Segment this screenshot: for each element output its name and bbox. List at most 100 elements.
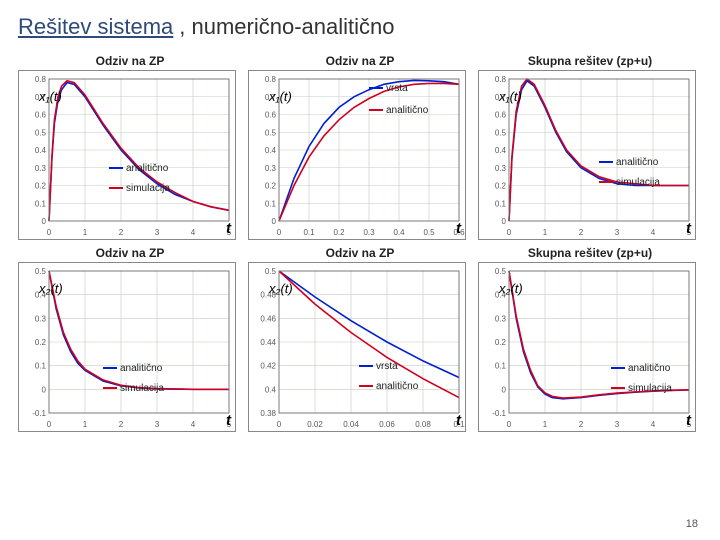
svg-text:1: 1 <box>83 420 88 429</box>
svg-text:3: 3 <box>615 228 620 237</box>
x-axis-label: t <box>686 220 691 237</box>
svg-text:0: 0 <box>507 420 512 429</box>
title-rest: , numerično-analitično <box>179 14 394 40</box>
y-axis-label: x₁(t) <box>269 89 292 104</box>
svg-text:-0.1: -0.1 <box>32 409 46 418</box>
legend-label: simulacija <box>126 183 170 194</box>
svg-text:0.6: 0.6 <box>35 111 47 120</box>
legend-item: analitično <box>359 381 418 392</box>
svg-text:2: 2 <box>119 228 124 237</box>
legend-swatch <box>109 167 123 169</box>
svg-text:0: 0 <box>507 228 512 237</box>
legend-label: analitično <box>628 363 670 374</box>
chart: 00.10.20.30.40.50.600.10.20.30.40.50.60.… <box>248 70 466 240</box>
svg-text:0.06: 0.06 <box>379 420 395 429</box>
svg-text:0.2: 0.2 <box>35 338 47 347</box>
svg-text:0.5: 0.5 <box>265 267 277 276</box>
x-axis-label: t <box>226 412 231 429</box>
legend-item: simulacija <box>611 383 672 394</box>
legend-item: analitično <box>103 363 162 374</box>
panel-title: Odziv na ZP <box>18 246 242 260</box>
chart-panel: Odziv na ZP00.10.20.30.40.50.600.10.20.3… <box>248 54 472 240</box>
legend-label: simulacija <box>616 177 660 188</box>
legend-label: analitično <box>126 163 168 174</box>
legend-item: vrsta <box>359 361 398 372</box>
legend-item: analitično <box>369 105 428 116</box>
y-axis-label: x₂(t) <box>39 281 63 296</box>
svg-text:0.5: 0.5 <box>495 128 507 137</box>
legend-item: vrsta <box>369 83 408 94</box>
panel-grid: Odziv na ZP01234500.10.20.30.40.50.60.70… <box>18 54 702 432</box>
svg-text:0: 0 <box>272 217 277 226</box>
page-number: 18 <box>686 518 698 530</box>
svg-text:0.1: 0.1 <box>265 199 277 208</box>
svg-text:0.2: 0.2 <box>265 182 277 191</box>
legend-swatch <box>369 109 383 111</box>
svg-text:4: 4 <box>191 228 196 237</box>
legend-swatch <box>611 387 625 389</box>
panel-title: Skupna rešitev (zp+u) <box>478 54 702 68</box>
svg-text:0.38: 0.38 <box>260 409 276 418</box>
legend-swatch <box>359 385 373 387</box>
panel-title: Odziv na ZP <box>18 54 242 68</box>
chart-panel: Skupna rešitev (zp+u)012345-0.100.10.20.… <box>478 246 702 432</box>
svg-text:0.5: 0.5 <box>35 128 47 137</box>
svg-text:0.44: 0.44 <box>260 338 276 347</box>
svg-text:0: 0 <box>277 228 282 237</box>
svg-text:0: 0 <box>42 385 47 394</box>
chart-panel: Odziv na ZP012345-0.100.10.20.30.40.5x₂(… <box>18 246 242 432</box>
svg-text:0.04: 0.04 <box>343 420 359 429</box>
svg-text:3: 3 <box>615 420 620 429</box>
svg-text:0.1: 0.1 <box>35 362 47 371</box>
svg-text:0: 0 <box>47 228 52 237</box>
svg-text:0.4: 0.4 <box>495 146 507 155</box>
chart: 012345-0.100.10.20.30.40.5x₂(t)tanalitič… <box>478 262 696 432</box>
svg-text:0.4: 0.4 <box>265 146 277 155</box>
svg-text:0.3: 0.3 <box>35 164 47 173</box>
chart: 012345-0.100.10.20.30.40.5x₂(t)tanalitič… <box>18 262 236 432</box>
panel-title: Odziv na ZP <box>248 246 472 260</box>
svg-text:1: 1 <box>543 420 548 429</box>
legend-swatch <box>103 367 117 369</box>
svg-text:4: 4 <box>651 420 656 429</box>
svg-text:0.08: 0.08 <box>415 420 431 429</box>
legend-label: analitično <box>376 381 418 392</box>
svg-text:0.2: 0.2 <box>495 182 507 191</box>
svg-text:0.1: 0.1 <box>495 199 507 208</box>
legend-label: vrsta <box>386 83 408 94</box>
panel-title: Odziv na ZP <box>248 54 472 68</box>
legend-item: analitično <box>599 157 658 168</box>
svg-text:0.2: 0.2 <box>35 182 47 191</box>
legend-label: analitično <box>120 363 162 374</box>
x-axis-label: t <box>226 220 231 237</box>
svg-text:0.42: 0.42 <box>260 362 276 371</box>
svg-text:0.5: 0.5 <box>35 267 47 276</box>
svg-text:0.46: 0.46 <box>260 314 276 323</box>
svg-text:0.02: 0.02 <box>307 420 323 429</box>
chart-panel: Odziv na ZP01234500.10.20.30.40.50.60.70… <box>18 54 242 240</box>
chart: 01234500.10.20.30.40.50.60.70.8x₁(t)tana… <box>478 70 696 240</box>
svg-text:4: 4 <box>651 228 656 237</box>
x-axis-label: t <box>456 412 461 429</box>
svg-text:0.6: 0.6 <box>495 111 507 120</box>
x-axis-label: t <box>456 220 461 237</box>
legend-swatch <box>109 187 123 189</box>
svg-text:0.6: 0.6 <box>265 111 277 120</box>
panel-title: Skupna rešitev (zp+u) <box>478 246 702 260</box>
svg-text:0: 0 <box>42 217 47 226</box>
svg-text:3: 3 <box>155 420 160 429</box>
chart: 01234500.10.20.30.40.50.60.70.8x₁(t)tana… <box>18 70 236 240</box>
svg-text:0: 0 <box>277 420 282 429</box>
legend-item: simulacija <box>599 177 660 188</box>
y-axis-label: x₁(t) <box>499 89 522 104</box>
svg-text:0.5: 0.5 <box>423 228 435 237</box>
legend-label: analitično <box>386 105 428 116</box>
title: Rešitev sistema , numerično-analitično <box>18 14 702 40</box>
chart: 00.020.040.060.080.10.380.40.420.440.460… <box>248 262 466 432</box>
legend-item: analitično <box>109 163 168 174</box>
legend-item: simulacija <box>103 383 164 394</box>
svg-text:1: 1 <box>83 228 88 237</box>
chart-panel: Odziv na ZP00.020.040.060.080.10.380.40.… <box>248 246 472 432</box>
svg-text:0: 0 <box>47 420 52 429</box>
svg-text:3: 3 <box>155 228 160 237</box>
